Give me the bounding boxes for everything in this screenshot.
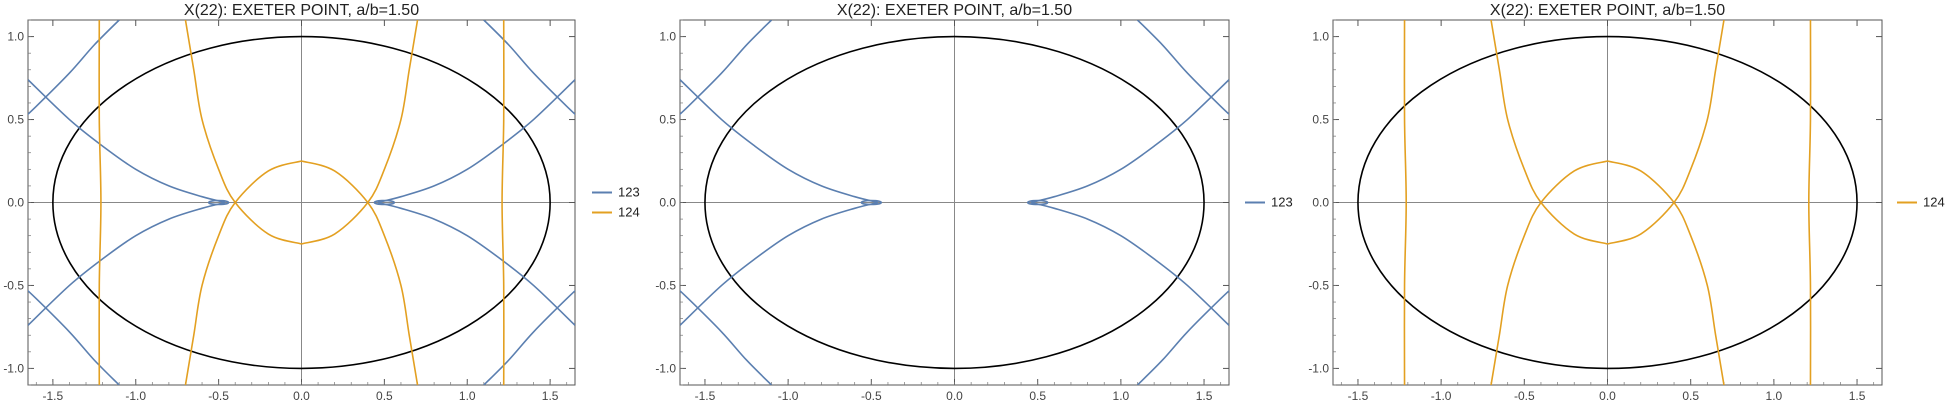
legend-label-123: 123 [1271, 195, 1293, 210]
series-123-outer-branch [680, 20, 773, 116]
x-tick-label: -1.0 [125, 389, 146, 403]
y-tick-label: 0.5 [1312, 113, 1329, 127]
chart-panel-2: X(22): EXETER POINT, a/b=1.50 -1.5 -1.0 -0.… [655, 2, 1292, 403]
chart-panel-1: X(22): EXETER POINT, a/b=1.50 -1.5 -1.0 -0.… [3, 2, 639, 403]
series-124-inner-branch [301, 20, 419, 245]
x-tick-label: 0.0 [293, 389, 310, 403]
x-tick-label: -0.5 [1514, 389, 1535, 403]
ellipse-curve [704, 35, 1205, 370]
legend: 124 [1897, 195, 1945, 210]
x-tick-label: 1.5 [1196, 389, 1213, 403]
x-tick-label: 1.5 [1849, 389, 1866, 403]
y-tick-label: 0.0 [659, 196, 676, 210]
legend-label-124: 124 [1923, 195, 1945, 210]
x-tick-label: -0.5 [861, 389, 882, 403]
series-124-inner-branch [184, 20, 302, 245]
y-tick-label: 1.0 [659, 30, 676, 44]
y-tick-label: 0.5 [659, 113, 676, 127]
series-123-branch [1030, 201, 1229, 326]
series-curves [1403, 20, 1812, 385]
y-tick-label: -1.0 [1308, 361, 1329, 375]
y-tick-label: -1.0 [3, 361, 24, 375]
series-123-outer-branch [483, 20, 575, 116]
series-124-inner-branch [1607, 20, 1725, 245]
series-123-branch [28, 201, 226, 326]
y-tick-label: 0.5 [7, 113, 24, 127]
series-123-branch [1030, 79, 1229, 204]
chart-title: X(22): EXETER POINT, a/b=1.50 [184, 2, 419, 19]
series-123-branch [377, 201, 575, 326]
series-124-inner-branch [1607, 160, 1725, 385]
series-123-loop [1026, 199, 1049, 206]
ellipse-curve [52, 35, 551, 370]
y-tick-label: -0.5 [1308, 278, 1329, 292]
series-124-inner-branch [301, 160, 419, 385]
y-tick-label: 0.0 [1312, 196, 1329, 210]
series-123-outer-branch [28, 20, 120, 116]
series-123-branch [28, 79, 226, 204]
x-tick-label: -1.0 [1431, 389, 1452, 403]
series-123-loop [207, 199, 230, 206]
legend: 123 [1245, 195, 1293, 210]
series-123-branch [680, 79, 879, 204]
y-tick-label: -1.0 [655, 361, 676, 375]
series-123-outer-branch [1136, 20, 1229, 116]
x-tick-label: 0.5 [376, 389, 393, 403]
series-124-outer-branch [1807, 20, 1812, 385]
series-124-outer-branch [98, 20, 102, 385]
series-123-outer-branch [28, 289, 120, 385]
x-tick-label: 0.0 [946, 389, 963, 403]
x-tick-label: 0.5 [1682, 389, 1699, 403]
y-tick-label: -0.5 [3, 278, 24, 292]
x-tick-label: -0.5 [208, 389, 229, 403]
series-123-outer-branch [1136, 289, 1229, 385]
legend-label-124: 124 [618, 205, 640, 220]
x-tick-label: 1.5 [542, 389, 559, 403]
x-tick-label: -1.5 [43, 389, 64, 403]
series-124-inner-branch [1490, 160, 1608, 385]
ellipse-curve [1357, 35, 1858, 370]
series-123-outer-branch [680, 289, 773, 385]
x-tick-label: -1.5 [1348, 389, 1369, 403]
series-124-inner-branch [184, 160, 302, 385]
legend-label-123: 123 [618, 185, 640, 200]
y-tick-label: 0.0 [7, 196, 24, 210]
chart-title: X(22): EXETER POINT, a/b=1.50 [1490, 2, 1725, 19]
series-curves [680, 20, 1229, 385]
x-tick-label: 1.0 [1766, 389, 1783, 403]
y-tick-label: -0.5 [655, 278, 676, 292]
series-curves [28, 20, 575, 385]
series-124-inner-branch [1490, 20, 1608, 245]
series-123-outer-branch [483, 289, 575, 385]
series-124-outer-branch [501, 20, 505, 385]
chart-panel-3: X(22): EXETER POINT, a/b=1.50 -1.5 -1.0 -0.… [1308, 2, 1944, 403]
series-123-branch [680, 201, 879, 326]
x-tick-label: 0.0 [1599, 389, 1616, 403]
x-tick-label: -1.5 [695, 389, 716, 403]
x-tick-label: 1.0 [459, 389, 476, 403]
x-tick-label: 1.0 [1113, 389, 1130, 403]
series-123-loop [860, 199, 883, 206]
y-tick-label: 1.0 [1312, 30, 1329, 44]
x-tick-label: 0.5 [1029, 389, 1046, 403]
x-tick-label: -1.0 [778, 389, 799, 403]
series-123-branch [377, 79, 575, 204]
y-tick-label: 1.0 [7, 30, 24, 44]
chart-title: X(22): EXETER POINT, a/b=1.50 [837, 2, 1072, 19]
series-124-outer-branch [1403, 20, 1408, 385]
series-123-loop [373, 199, 396, 206]
